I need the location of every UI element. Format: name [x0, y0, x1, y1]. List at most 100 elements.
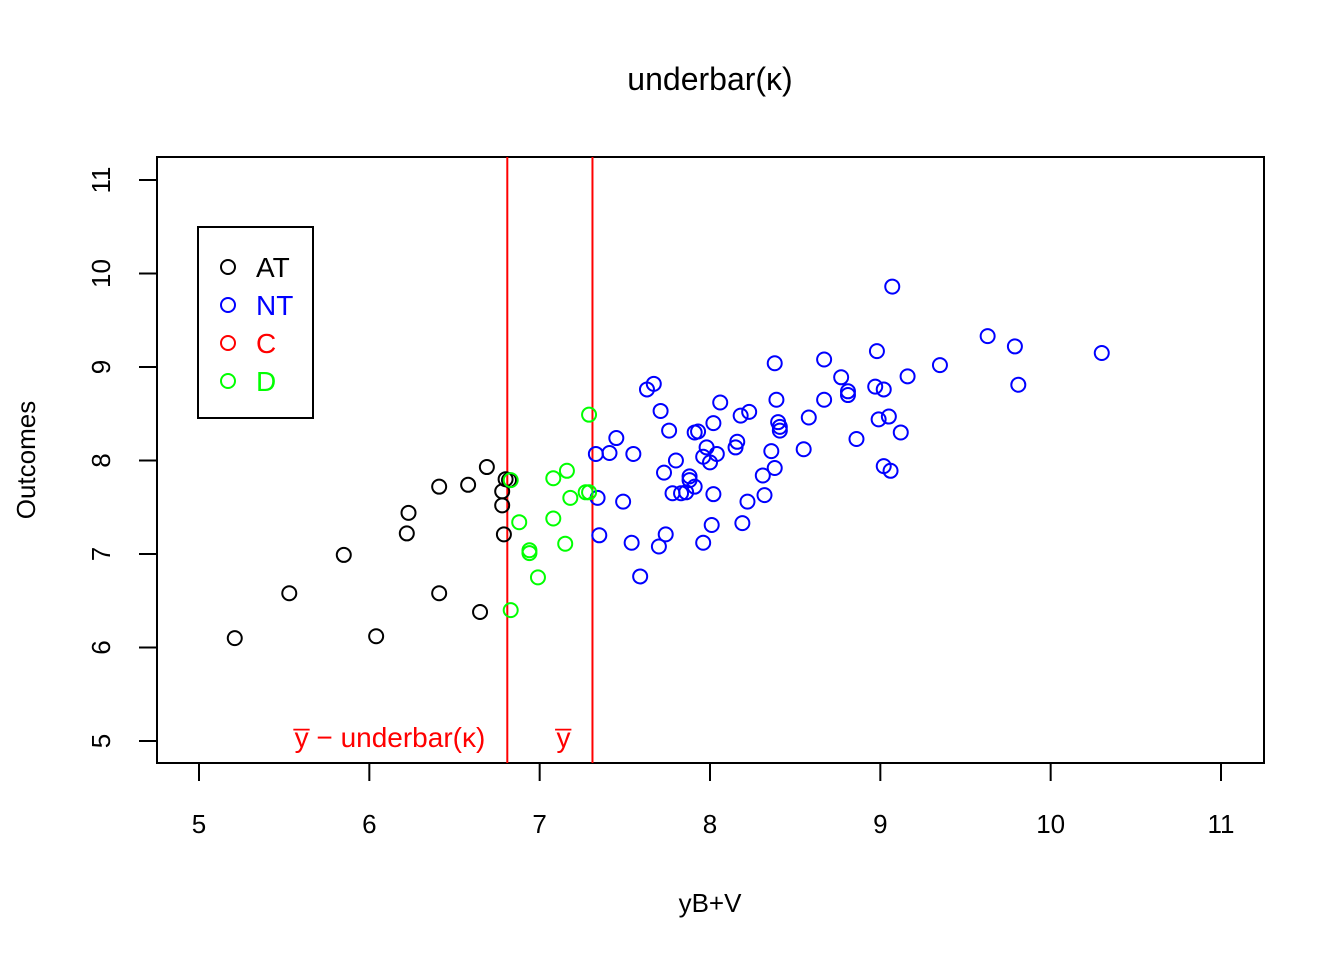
- point-nt: [652, 402, 669, 419]
- chart-title: underbar(κ): [627, 61, 792, 97]
- point-nt: [754, 467, 771, 484]
- point-nt: [732, 407, 749, 424]
- x-axis: 5 6 7 8 9 10 11: [192, 762, 1235, 839]
- point-nt: [698, 439, 715, 456]
- point-nt: [632, 568, 649, 585]
- legend-marker: [220, 297, 236, 313]
- point-nt: [661, 422, 678, 439]
- x-tick-label: 8: [703, 809, 717, 839]
- x-tick-label: 7: [532, 809, 546, 839]
- y-axis-label: Outcomes: [11, 401, 41, 520]
- point-at: [478, 459, 495, 476]
- point-nt: [979, 328, 996, 345]
- point-nt: [686, 478, 703, 495]
- point-nt: [615, 493, 632, 510]
- point-nt: [729, 433, 746, 450]
- point-nt: [625, 445, 642, 462]
- point-nt: [623, 534, 640, 551]
- point-nt: [645, 375, 662, 392]
- point-nt: [771, 422, 788, 439]
- point-nt: [875, 381, 892, 398]
- legend-label: D: [256, 366, 276, 397]
- point-nt: [705, 415, 722, 432]
- point-d: [545, 510, 562, 527]
- point-d: [557, 535, 574, 552]
- point-nt: [882, 462, 899, 479]
- y-tick-label: 7: [86, 547, 116, 561]
- y-tick-label: 9: [86, 360, 116, 374]
- point-at: [368, 628, 385, 645]
- x-tick-label: 11: [1208, 809, 1235, 839]
- point-nt: [870, 411, 887, 428]
- point-nt: [656, 464, 673, 481]
- point-nt: [703, 517, 720, 534]
- point-nt: [705, 486, 722, 503]
- reference-line-label: y̅: [554, 722, 572, 753]
- point-nt: [741, 403, 758, 420]
- point-nt: [795, 441, 812, 458]
- point-at: [495, 526, 512, 543]
- legend-marker: [220, 259, 236, 275]
- point-nt: [899, 368, 916, 385]
- point-nt: [734, 515, 751, 532]
- point-at: [400, 504, 417, 521]
- data-points: [226, 278, 1110, 647]
- point-nt: [1093, 344, 1110, 361]
- point-nt: [892, 424, 909, 441]
- point-nt: [1010, 376, 1027, 393]
- x-tick-label: 6: [362, 809, 376, 839]
- x-tick-label: 5: [192, 809, 206, 839]
- x-axis-label: yB+V: [679, 888, 743, 918]
- point-nt: [839, 387, 856, 404]
- legend-label: C: [256, 328, 276, 359]
- legend-marker: [220, 335, 236, 351]
- x-tick-label: 10: [1036, 809, 1065, 839]
- vertical-lines: y̅ − underbar(κ) y̅: [292, 157, 594, 763]
- point-d: [529, 569, 546, 586]
- point-d: [562, 489, 579, 506]
- point-d: [502, 472, 519, 489]
- point-nt: [800, 409, 817, 426]
- point-at: [494, 497, 511, 514]
- legend-box: [197, 226, 314, 419]
- point-nt: [695, 534, 712, 551]
- point-at: [335, 546, 352, 563]
- point-nt: [756, 487, 773, 504]
- y-tick-label: 11: [86, 167, 116, 194]
- y-tick-label: 6: [86, 640, 116, 654]
- point-nt: [867, 378, 884, 395]
- point-nt: [868, 343, 885, 360]
- point-nt: [601, 445, 618, 462]
- point-d: [502, 602, 519, 619]
- point-nt: [816, 351, 833, 368]
- y-axis: 5 6 7 8 9 10 11: [86, 167, 158, 748]
- point-at: [281, 585, 298, 602]
- point-nt: [931, 357, 948, 374]
- point-nt: [766, 355, 783, 372]
- point-nt: [766, 459, 783, 476]
- point-at: [472, 603, 489, 620]
- point-nt: [763, 443, 780, 460]
- point-nt: [1006, 338, 1023, 355]
- reference-line-label: y̅ − underbar(κ): [292, 722, 485, 753]
- point-d: [581, 484, 598, 501]
- point-nt: [739, 493, 756, 510]
- point-nt: [608, 430, 625, 447]
- point-d: [521, 542, 538, 559]
- point-d: [577, 484, 594, 501]
- point-nt: [657, 526, 674, 543]
- point-nt: [768, 391, 785, 408]
- point-nt: [591, 527, 608, 544]
- point-nt: [587, 445, 604, 462]
- point-at: [398, 525, 415, 542]
- point-at: [226, 630, 243, 647]
- y-tick-label: 5: [86, 734, 116, 748]
- point-at: [431, 585, 448, 602]
- point-d: [511, 514, 528, 531]
- point-nt: [690, 423, 707, 440]
- point-nt: [712, 394, 729, 411]
- point-nt: [884, 278, 901, 295]
- point-d: [545, 470, 562, 487]
- legend-marker: [220, 373, 236, 389]
